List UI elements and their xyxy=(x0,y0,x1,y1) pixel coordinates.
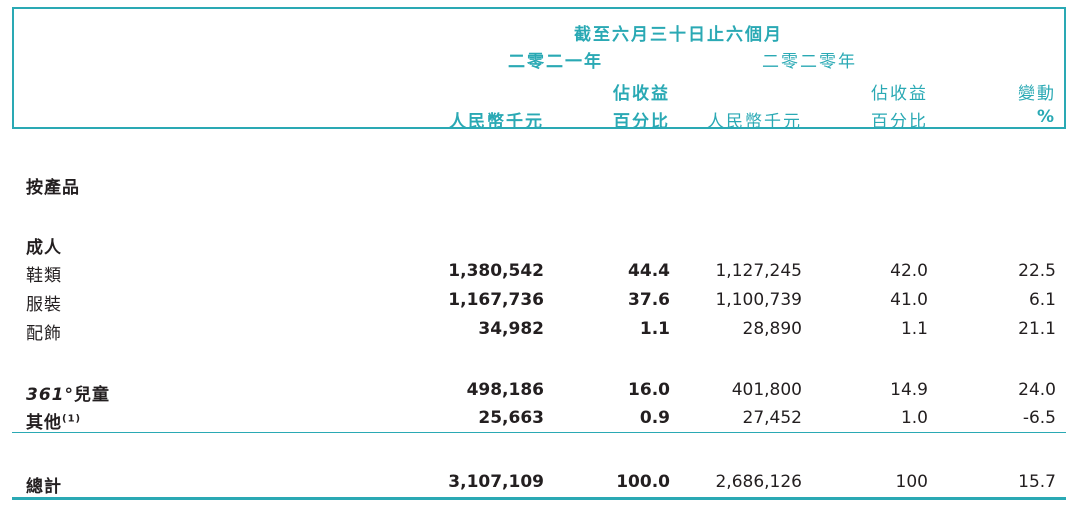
cell-rmb-2021: 1,380,542 xyxy=(448,261,544,281)
brand-label: 361° xyxy=(26,385,74,405)
cell-pct-2021: 0.9 xyxy=(639,408,670,428)
cell-rmb-2020: 28,890 xyxy=(742,319,802,339)
pct-rev-2021-line1: 佔收益 xyxy=(613,84,670,104)
rmb-2020-heading: 人民幣千元 xyxy=(707,112,802,132)
cell-change: 15.7 xyxy=(1018,472,1056,492)
pct-rev-2020-line2: 百分比 xyxy=(871,112,928,132)
row-label: 配飾 xyxy=(26,324,62,344)
row-label-kids: 361°兒童 xyxy=(26,380,110,405)
cell-change: 22.5 xyxy=(1018,261,1056,281)
adult-title: 成人 xyxy=(26,238,62,258)
year-2020-heading: 二零二零年 xyxy=(762,52,857,72)
cell-change: 24.0 xyxy=(1018,380,1056,400)
cell-pct-2021: 100.0 xyxy=(616,472,670,492)
cell-change: 21.1 xyxy=(1018,319,1056,339)
cell-rmb-2020: 27,452 xyxy=(742,408,802,428)
cell-pct-2021: 16.0 xyxy=(628,380,670,400)
change-heading-line2: % xyxy=(1036,107,1056,127)
cell-pct-2020: 1.0 xyxy=(900,408,928,428)
change-heading-line1: 變動 xyxy=(1018,84,1056,104)
cell-rmb-2020: 2,686,126 xyxy=(715,472,802,492)
cell-rmb-2021: 34,982 xyxy=(478,319,544,339)
total-underline xyxy=(12,497,1066,500)
row-label: 服裝 xyxy=(26,295,62,315)
year-2021-heading: 二零二一年 xyxy=(508,52,603,72)
cell-rmb-2020: 1,127,245 xyxy=(715,261,802,281)
cell-pct-2020: 14.9 xyxy=(890,380,928,400)
row-label: 鞋類 xyxy=(26,266,62,286)
cell-rmb-2020: 1,100,739 xyxy=(715,290,802,310)
total-label: 總計 xyxy=(26,477,62,497)
cell-pct-2021: 44.4 xyxy=(628,261,670,281)
pct-rev-2021-line2: 百分比 xyxy=(613,112,670,132)
cell-change: -6.5 xyxy=(1022,408,1056,428)
cell-pct-2020: 41.0 xyxy=(890,290,928,310)
pct-rev-2020-line1: 佔收益 xyxy=(871,84,928,104)
cell-rmb-2021: 1,167,736 xyxy=(448,290,544,310)
others-label: 其他 xyxy=(26,413,62,433)
section-title-by-product: 按產品 xyxy=(26,178,80,198)
cell-pct-2021: 1.1 xyxy=(639,319,670,339)
cell-pct-2020: 1.1 xyxy=(900,319,928,339)
cell-change: 6.1 xyxy=(1028,290,1056,310)
cell-pct-2020: 100 xyxy=(895,472,928,492)
row-label-others: 其他(1) xyxy=(26,408,81,433)
table-header-box xyxy=(12,7,1066,129)
footnote-marker: (1) xyxy=(62,413,82,425)
period-heading: 截至六月三十日止六個月 xyxy=(574,25,783,45)
cell-rmb-2021: 3,107,109 xyxy=(448,472,544,492)
kids-label: 兒童 xyxy=(74,385,110,405)
subtotal-divider xyxy=(12,432,1066,433)
cell-rmb-2020: 401,800 xyxy=(731,380,802,400)
cell-rmb-2021: 498,186 xyxy=(466,380,544,400)
cell-pct-2020: 42.0 xyxy=(890,261,928,281)
cell-pct-2021: 37.6 xyxy=(628,290,670,310)
cell-rmb-2021: 25,663 xyxy=(478,408,544,428)
rmb-2021-heading: 人民幣千元 xyxy=(449,112,544,132)
